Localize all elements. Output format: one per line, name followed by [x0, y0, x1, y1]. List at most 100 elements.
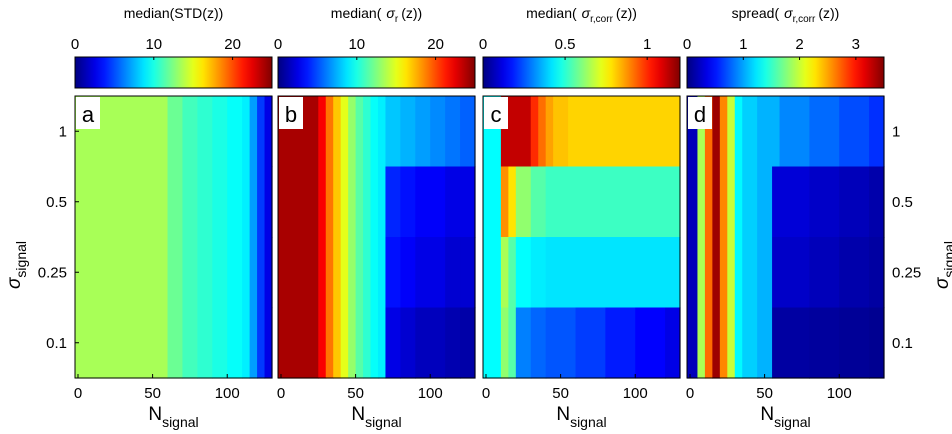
heatmap-cell — [227, 237, 243, 309]
heatmap-cell — [167, 96, 184, 168]
x-axis-label: Nsignal — [351, 404, 401, 430]
heatmap-cell — [333, 166, 342, 238]
heatmap-cell — [727, 166, 736, 238]
heatmap-cell — [545, 307, 577, 379]
heatmap-cell — [809, 166, 840, 238]
y-tick-label-left: 0.25 — [38, 264, 67, 281]
heatmap-cell — [483, 307, 502, 379]
heatmap-cell — [483, 237, 502, 309]
heatmap-cell — [385, 237, 401, 309]
heatmap-cell — [500, 307, 509, 379]
heatmap-cell — [333, 237, 342, 309]
heatmap-cell — [719, 237, 728, 309]
heatmap-cell — [757, 307, 773, 379]
heatmap-cell — [687, 307, 699, 379]
panel-letter-box — [688, 97, 712, 129]
heatmap-cell — [318, 96, 327, 168]
heatmap-cell — [734, 96, 743, 168]
heatmap-cell — [363, 96, 372, 168]
heatmap-cell — [348, 166, 357, 238]
colorbar-tick-label: 0 — [71, 36, 79, 53]
heatmap-cell — [242, 307, 251, 379]
heatmap-cell — [839, 166, 870, 238]
heatmap-cell — [687, 96, 699, 168]
heatmap-cell — [719, 96, 728, 168]
heatmap-cell — [757, 166, 773, 238]
panel-frame — [74, 95, 273, 379]
colorbar-gradient — [482, 56, 681, 89]
heatmap-cell — [385, 166, 401, 238]
y-tick-label-right: 0.5 — [892, 194, 913, 211]
x-axis-label: Nsignal — [556, 404, 606, 430]
heatmap-cell — [575, 307, 606, 379]
x-tick-label: 100 — [827, 385, 852, 402]
heatmap-cell — [712, 166, 721, 238]
heatmap-cell — [264, 166, 273, 238]
heatmap-cell — [363, 237, 372, 309]
y-tick-label-left: 0.1 — [46, 335, 67, 352]
heatmap-cell — [333, 96, 342, 168]
heatmap-cell — [197, 96, 213, 168]
heatmap-cell — [869, 96, 885, 168]
heatmap-cell — [227, 307, 243, 379]
y-tick-label-right: 0.1 — [892, 335, 913, 352]
heatmap-cell — [635, 307, 666, 379]
heatmap-cell — [182, 96, 198, 168]
panel-letter: c — [491, 102, 502, 127]
colorbar-tick-label: 0.5 — [555, 36, 576, 53]
heatmap-cell — [712, 237, 721, 309]
colorbar-d: 0 1 2 3 spread(σr,corr (z)) — [683, 5, 885, 89]
heatmap-cell — [264, 237, 273, 309]
colorbar-tick-label: 10 — [145, 36, 162, 53]
colorbar-tick-label: 0 — [683, 36, 691, 53]
heatmap-cell — [75, 237, 169, 309]
x-tick-label: 50 — [144, 385, 161, 402]
heatmap-cell — [249, 166, 258, 238]
heatmap-cell — [430, 96, 446, 168]
heatmap-cell — [167, 166, 184, 238]
heatmap-cell — [197, 166, 213, 238]
x-tick-label: 0 — [74, 385, 82, 402]
heatmap-cell — [772, 237, 810, 309]
colorbar-tick-label: 20 — [427, 36, 444, 53]
heatmap-cell — [212, 96, 228, 168]
heatmap-cell — [530, 237, 547, 309]
colorbar-tick-label: 0 — [274, 36, 282, 53]
heatmap-cell — [742, 96, 758, 168]
heatmap-cell — [530, 96, 539, 168]
colorbar-tick-label: 20 — [224, 36, 241, 53]
heatmap-cell — [197, 237, 213, 309]
heatmap-cell — [719, 166, 728, 238]
heatmap-cell — [249, 96, 258, 168]
heatmap-cell — [257, 96, 266, 168]
heatmap-cell — [772, 307, 810, 379]
heatmap-cell — [325, 237, 334, 309]
panel-letter: b — [285, 102, 297, 127]
heatmap-cell — [400, 166, 416, 238]
heatmap-cell — [568, 96, 681, 168]
heatmap-cell — [508, 237, 517, 309]
heatmap-cell — [687, 237, 699, 309]
colorbar-tick-label: 0 — [479, 36, 487, 53]
colorbar-title: median(STD(z)) — [124, 5, 224, 21]
heatmap-cell — [508, 307, 517, 379]
heatmap-cell — [325, 166, 334, 238]
heatmap-cell — [385, 307, 401, 379]
heatmap-cell — [167, 237, 184, 309]
heatmap-cell — [500, 166, 509, 238]
y-axis-label-left: σsignal — [4, 241, 29, 289]
heatmap-cell — [697, 307, 706, 379]
heatmap-cell — [212, 237, 228, 309]
heatmap-cell — [545, 237, 681, 309]
heatmap-cell — [515, 307, 532, 379]
heatmap-cell — [75, 166, 169, 238]
heatmap-cell — [415, 307, 431, 379]
heatmap-cell — [370, 166, 379, 238]
x-tick-label: 0 — [686, 385, 694, 402]
heatmap-cell — [340, 166, 349, 238]
heatmap-cell — [182, 237, 198, 309]
heatmap-cell — [278, 307, 319, 379]
heatmap-cell — [727, 307, 736, 379]
heatmap-cell — [227, 96, 243, 168]
